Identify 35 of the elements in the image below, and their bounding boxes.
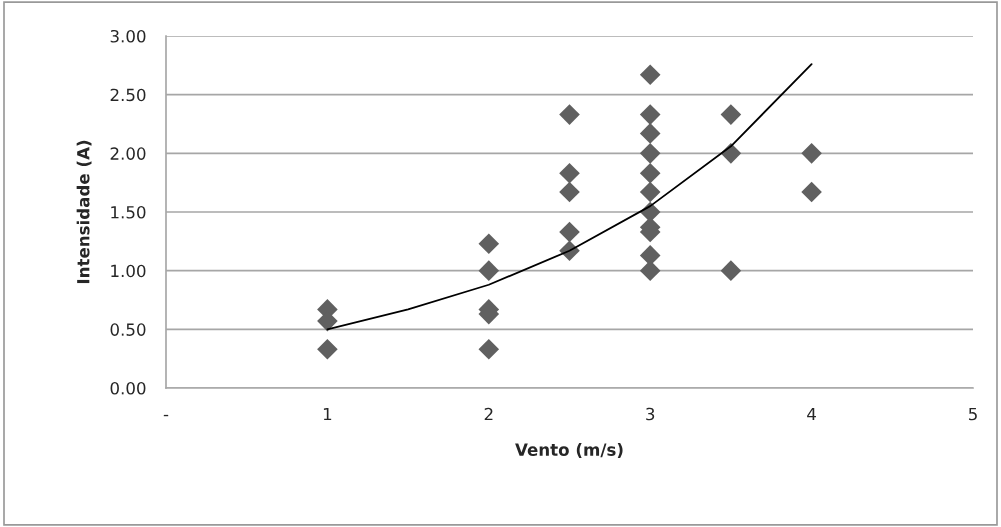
- point: [478, 338, 500, 360]
- x-tick-label: 4: [807, 407, 816, 421]
- x-tick-label: 5: [968, 407, 977, 421]
- y-tick-label: 2.50: [110, 88, 146, 102]
- y-tick-label: 1.50: [111, 205, 146, 219]
- y-tick-label: 1.00: [111, 264, 146, 278]
- x-tick-label: 1: [323, 407, 332, 421]
- point: [639, 64, 661, 86]
- point: [639, 104, 661, 125]
- point: [478, 233, 500, 254]
- point: [639, 123, 661, 144]
- point: [559, 221, 580, 243]
- y-tick-label: 0.50: [110, 323, 146, 336]
- point: [801, 181, 822, 203]
- point: [559, 162, 580, 184]
- point: [720, 260, 742, 281]
- y-tick-label: 0.00: [110, 381, 146, 395]
- y-tick-label: 2.00: [110, 147, 146, 160]
- x-tick-label: 3: [646, 407, 655, 421]
- point: [639, 181, 661, 203]
- point: [639, 162, 661, 184]
- point: [478, 260, 500, 281]
- point: [801, 143, 822, 164]
- point: [720, 104, 742, 125]
- x-axis-title: Vento (m/s): [515, 443, 623, 458]
- x-tick-label: -: [163, 414, 169, 417]
- point: [559, 104, 580, 125]
- y-tick-label: 3.00: [110, 29, 146, 43]
- point: [559, 181, 580, 203]
- y-axis-title: Intensidade (A): [76, 140, 92, 284]
- point: [639, 260, 661, 281]
- point: [639, 245, 661, 266]
- x-tick-label: 2: [484, 407, 493, 421]
- point: [639, 143, 661, 164]
- point: [317, 338, 338, 360]
